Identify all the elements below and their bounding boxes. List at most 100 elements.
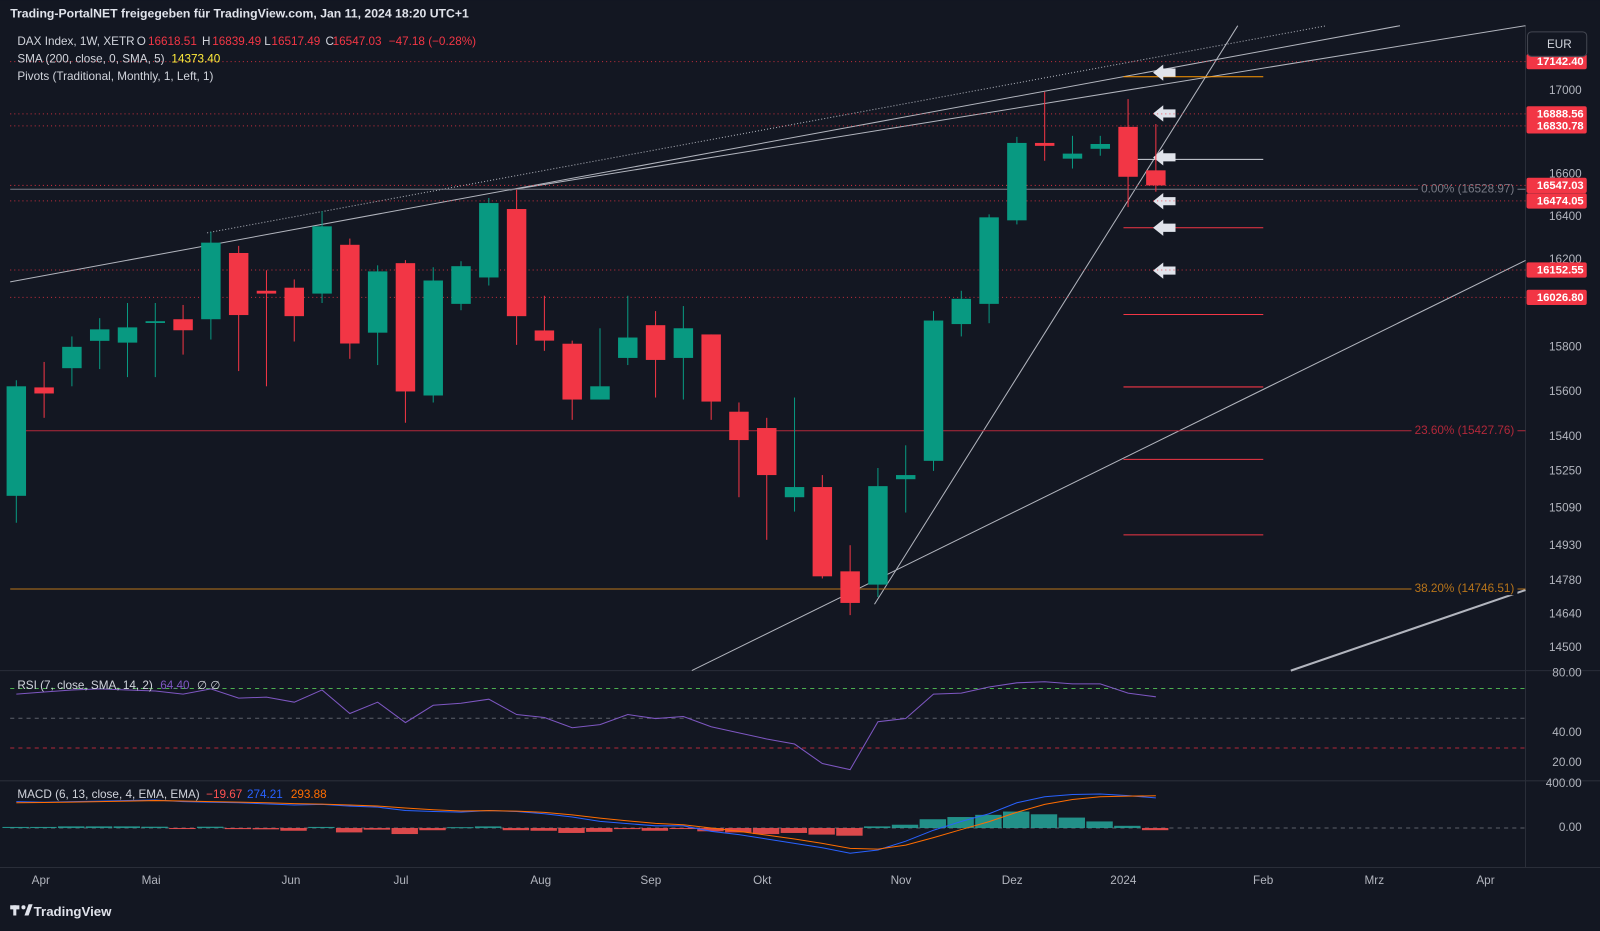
trend-line xyxy=(874,25,1239,605)
macd-histogram-bar xyxy=(697,828,724,832)
macd-histogram-bar xyxy=(141,826,168,829)
y-tick-label: 14930 xyxy=(1549,539,1582,552)
x-tick-label: Jun xyxy=(281,874,300,887)
macd-histogram-bar xyxy=(836,828,863,836)
logo-part xyxy=(13,905,17,916)
y-tick-label: 400.00 xyxy=(1546,777,1582,790)
candle-body xyxy=(89,329,110,341)
macd-signal-value: 293.88 xyxy=(291,788,327,801)
x-tick-label: Apr xyxy=(32,874,50,887)
legend-l: L xyxy=(264,35,271,48)
x-tick-label: Jul xyxy=(393,874,408,887)
y-tick-label: 15800 xyxy=(1549,340,1582,353)
candle-body xyxy=(979,217,999,304)
candle-body xyxy=(562,343,582,400)
fib-label: 0.00% (16528.97) xyxy=(1421,182,1514,195)
candle-body xyxy=(618,337,638,358)
candle-body xyxy=(340,244,360,344)
arrow xyxy=(1153,193,1176,210)
candle-body xyxy=(479,203,499,278)
macd-histogram-bar xyxy=(947,817,974,829)
price-label: 17142.40 xyxy=(1537,56,1584,68)
legend-high: 16839.49 xyxy=(212,35,261,48)
macd-histogram-bar xyxy=(58,826,85,829)
legend-sma-value: 14373.40 xyxy=(171,52,220,65)
candle-body xyxy=(367,271,388,333)
y-tick-label: 14500 xyxy=(1549,641,1582,654)
macd-histogram-bar xyxy=(363,828,391,830)
legend-sma: SMA (200, close, 0, SMA, 5) xyxy=(17,52,164,65)
currency[interactable]: EUR xyxy=(1547,38,1572,51)
fib-label: 23.60% (15427.76) xyxy=(1415,424,1515,437)
macd-histogram-bar xyxy=(113,826,141,829)
macd-histogram-bar xyxy=(85,826,113,829)
price-label: 16152.55 xyxy=(1537,264,1584,276)
rsi-value: 64.40 xyxy=(160,679,190,692)
trend-line xyxy=(691,259,1526,672)
x-tick-label: 2024 xyxy=(1110,874,1137,887)
legend-symbol: DAX Index, 1W, XETR xyxy=(17,35,134,48)
candle-body xyxy=(117,327,138,343)
price-label-box xyxy=(1526,289,1587,305)
y-tick-label: 16400 xyxy=(1549,210,1582,223)
candle-body xyxy=(840,571,860,603)
macd-histogram-bar xyxy=(1114,825,1141,829)
x-tick-label: Aug xyxy=(530,874,551,887)
macd-histogram-bar xyxy=(224,828,252,830)
candle-body xyxy=(729,411,749,441)
macd-histogram-bar xyxy=(447,827,474,829)
candle-body xyxy=(256,290,277,294)
x-tick-label: Sep xyxy=(640,874,661,887)
logo-part xyxy=(24,904,33,916)
legend-change: −47.18 (−0.28%) xyxy=(389,35,476,48)
candle-body xyxy=(923,320,944,461)
candle-body xyxy=(312,226,332,294)
trend-line xyxy=(510,25,1526,191)
pivot-lines xyxy=(1123,76,1264,536)
y-tick-label: 16600 xyxy=(1549,167,1582,180)
legend-o: O xyxy=(137,35,146,48)
candle-body xyxy=(784,487,805,498)
y-tick-label: 15400 xyxy=(1549,430,1582,443)
trend-line xyxy=(1290,589,1526,672)
candle-body xyxy=(590,386,610,400)
candle-body xyxy=(34,387,54,394)
arrow xyxy=(1153,262,1176,279)
candle-body xyxy=(1090,143,1110,149)
rsi-title: RSI (7, close, SMA, 14, 2) xyxy=(17,679,153,692)
fib-label-bg xyxy=(1411,582,1518,596)
y-tick-label: 14640 xyxy=(1549,607,1582,620)
price-label: 16888.56 xyxy=(1537,108,1584,120)
macd-histogram-bar xyxy=(419,828,446,831)
price-label: 16547.03 xyxy=(1537,180,1584,192)
macd-histogram-bar xyxy=(586,828,613,832)
candle-body xyxy=(534,330,555,341)
candle-body xyxy=(673,328,694,358)
macd-histogram-bar xyxy=(725,828,752,833)
candle-body xyxy=(451,266,471,304)
legend-open: 16618.51 xyxy=(148,35,197,48)
y-tick-label: 15090 xyxy=(1549,501,1582,514)
macd-histogram-bar xyxy=(808,828,835,835)
y-tick-label: 20.00 xyxy=(1552,756,1582,769)
legend-close: 16547.03 xyxy=(333,35,382,48)
macd-histogram-bar xyxy=(1030,814,1058,829)
currency-button[interactable] xyxy=(1527,31,1588,57)
macd-histogram-bar xyxy=(891,824,919,829)
candle-body xyxy=(173,319,193,331)
macd-histogram-bar xyxy=(335,828,363,833)
macd-histogram-bar xyxy=(2,826,29,829)
candle-body xyxy=(6,386,27,496)
y-tick-label: 40.00 xyxy=(1552,726,1582,739)
y-tick-label: 14780 xyxy=(1549,574,1582,587)
x-tick-label: Dez xyxy=(1002,874,1023,887)
arrow xyxy=(1153,105,1176,122)
price-label-box xyxy=(1526,262,1587,278)
price-label-box xyxy=(1526,53,1587,70)
candle-body xyxy=(645,325,666,360)
macd-histogram-bar xyxy=(391,828,418,835)
macd-histogram-bar xyxy=(780,828,808,833)
y-tick-label: 15250 xyxy=(1549,464,1582,477)
macd-histogram-bar xyxy=(1002,811,1030,829)
